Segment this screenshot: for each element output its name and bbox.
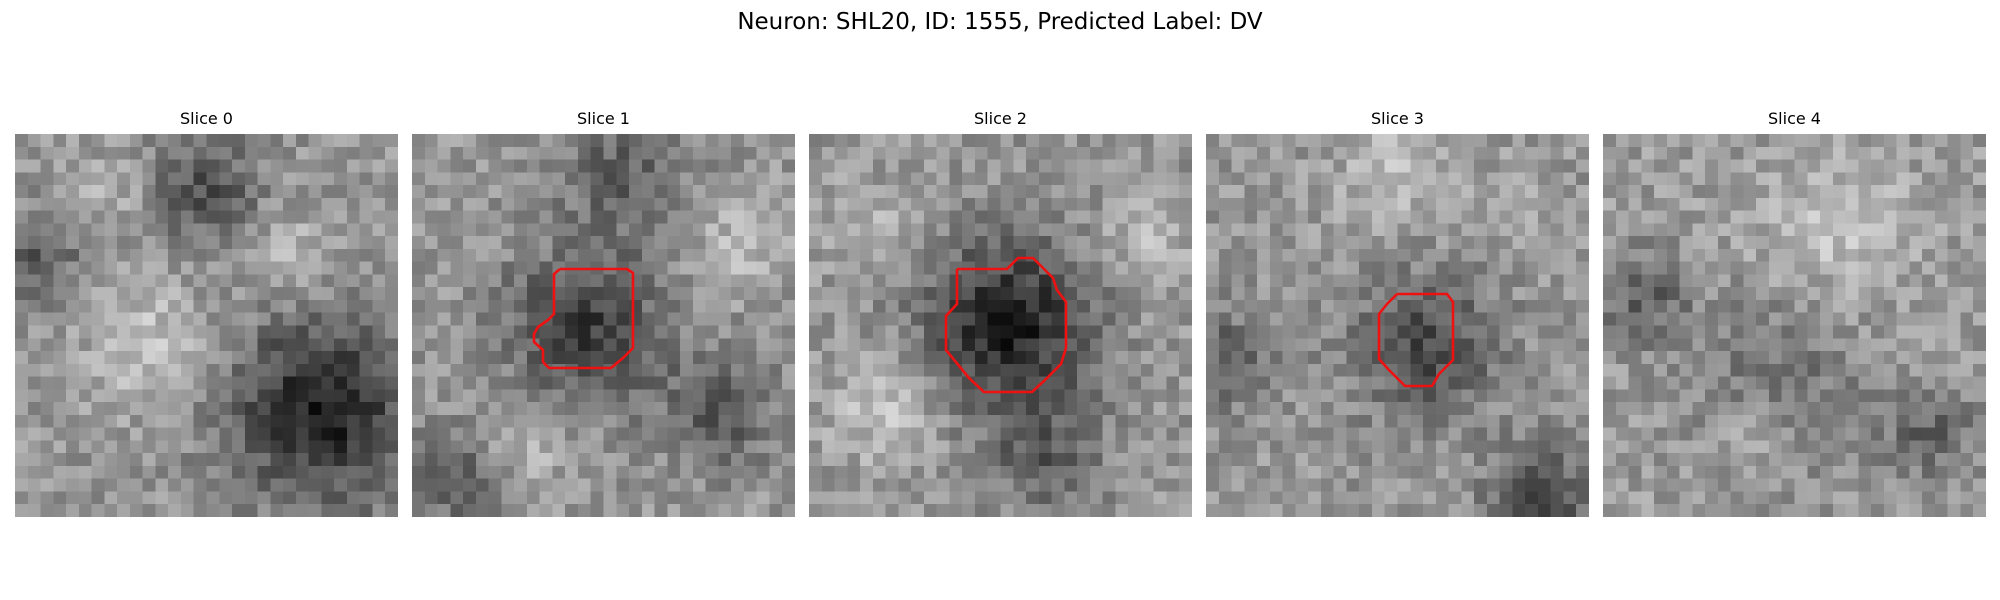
slice-4-image-panel xyxy=(1603,134,1986,517)
slice-2-contour-overlay xyxy=(944,256,1068,394)
slice-3-contour-overlay xyxy=(1377,292,1455,388)
slice-1-contour-overlay xyxy=(532,267,635,370)
slice-2-image-panel xyxy=(809,134,1192,517)
slice-0-image-panel xyxy=(15,134,398,517)
slice-4-title: Slice 4 xyxy=(1768,109,1821,128)
slice-2-neuron-contour xyxy=(944,256,1068,394)
slice-1-image-panel xyxy=(412,134,795,517)
figure-title: Neuron: SHL20, ID: 1555, Predicted Label… xyxy=(737,9,1263,35)
slice-1-title: Slice 1 xyxy=(577,109,630,128)
slice-2-title: Slice 2 xyxy=(974,109,1027,128)
slice-1-image xyxy=(412,134,795,517)
slice-0-title: Slice 0 xyxy=(180,109,233,128)
slice-3-image-panel xyxy=(1206,134,1589,517)
slice-0-image xyxy=(15,134,398,517)
slice-3-title: Slice 3 xyxy=(1371,109,1424,128)
slice-3-image xyxy=(1206,134,1589,517)
slice-2-image xyxy=(809,134,1192,517)
slice-1-neuron-contour xyxy=(532,267,635,370)
slice-3-neuron-contour xyxy=(1377,292,1455,388)
slice-4-image xyxy=(1603,134,1986,517)
